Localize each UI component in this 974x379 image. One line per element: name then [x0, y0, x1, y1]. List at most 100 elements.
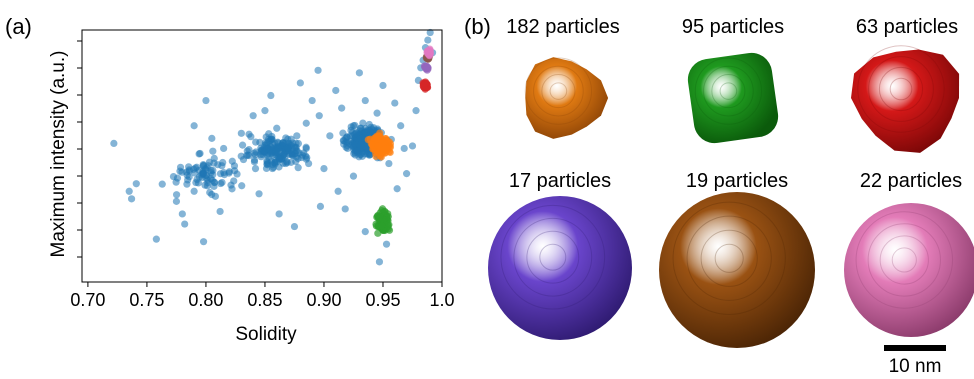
particle-body: [525, 57, 609, 139]
data-point-blue: [247, 133, 255, 141]
particle-body: [687, 52, 779, 144]
particle-facet: [857, 45, 945, 133]
particle-facet: [700, 229, 758, 287]
data-point-blue: [382, 240, 391, 248]
data-point-cluster: [426, 50, 435, 58]
particle-render-green: [687, 52, 779, 144]
data-point-blue: [202, 96, 210, 105]
data-point-blue: [208, 134, 216, 142]
particle-facet: [878, 66, 924, 112]
data-point-blue: [233, 170, 241, 178]
data-point-cluster: [378, 222, 386, 230]
particle-count-green: 95 particles: [681, 16, 785, 38]
x-axis-label: Solidity: [235, 324, 297, 345]
data-point-blue: [209, 147, 217, 155]
data-point-blue: [284, 144, 292, 152]
data-point-blue: [340, 140, 348, 148]
particle-count-red: 63 particles: [855, 16, 959, 38]
particle-facet: [526, 230, 580, 284]
data-point-blue: [326, 132, 334, 140]
x-tick-label: 0.80: [188, 290, 223, 310]
data-point-blue: [334, 187, 342, 195]
data-point-cluster: [420, 83, 428, 91]
data-point-blue: [193, 175, 201, 184]
data-point-blue: [195, 150, 203, 158]
data-point-cluster: [423, 63, 431, 71]
particle-facet: [524, 57, 593, 125]
data-point-blue: [238, 182, 246, 190]
data-point-blue: [320, 165, 328, 173]
data-point-blue: [204, 179, 212, 187]
x-tick-label: 0.95: [365, 290, 400, 310]
data-point-blue: [228, 157, 236, 165]
panel-b-label: (b): [464, 14, 491, 39]
particle-count-orange: 182 particles: [506, 16, 620, 38]
data-point-blue: [314, 66, 322, 74]
data-point-blue: [238, 141, 247, 149]
particle-facet: [500, 204, 606, 310]
particle-facet: [549, 82, 568, 100]
particle-facet: [868, 56, 934, 122]
particle-facet: [539, 243, 567, 271]
data-point-blue: [357, 141, 365, 150]
particle-facet: [867, 223, 941, 297]
data-point-blue: [239, 155, 248, 164]
particle-body: [844, 203, 974, 337]
data-point-blue: [373, 109, 381, 117]
data-point-blue: [391, 99, 399, 107]
data-point-blue: [210, 154, 218, 162]
data-point-blue: [265, 130, 273, 138]
data-point-blue: [172, 178, 180, 186]
data-point-blue: [220, 144, 228, 153]
data-point-blue: [252, 148, 260, 156]
data-point-blue: [251, 165, 260, 173]
data-point-blue: [402, 170, 411, 178]
data-point-blue: [275, 210, 283, 218]
data-point-blue: [302, 119, 310, 127]
particle-facet: [672, 201, 786, 315]
data-point-blue: [228, 185, 236, 193]
data-point-blue: [361, 96, 369, 105]
data-point-blue: [199, 170, 207, 178]
particle-count-pink: 22 particles: [859, 170, 963, 192]
particle-facet: [714, 243, 744, 273]
data-point-blue: [220, 169, 228, 177]
data-point-blue: [237, 129, 245, 137]
data-point-blue: [375, 258, 384, 266]
data-point-cluster: [376, 212, 384, 221]
data-point-blue: [172, 191, 181, 199]
data-point-blue: [275, 155, 284, 163]
data-point-blue: [361, 150, 369, 158]
data-point-blue: [152, 235, 160, 243]
data-point-blue: [132, 180, 140, 188]
data-point-blue: [178, 210, 186, 218]
particle-body: [659, 192, 815, 348]
data-point-blue: [351, 121, 359, 130]
data-point-blue: [426, 28, 434, 37]
data-point-blue: [361, 228, 369, 236]
data-point-blue: [291, 143, 299, 151]
particle-facet: [694, 57, 763, 125]
data-point-cluster: [373, 135, 382, 143]
data-point-blue: [199, 238, 208, 246]
data-point-blue: [296, 79, 304, 87]
data-point-blue: [245, 146, 253, 154]
particle-count-purple: 17 particles: [508, 170, 612, 192]
data-point-blue: [199, 161, 207, 169]
particle-facet: [686, 215, 772, 301]
data-point-blue: [332, 86, 340, 95]
data-point-blue: [273, 124, 281, 132]
data-point-blue: [127, 195, 136, 203]
scale-bar-label: 10 nm: [888, 356, 942, 377]
data-point-blue: [208, 190, 216, 199]
particle-render-purple: [488, 196, 632, 340]
data-point-blue: [341, 205, 349, 213]
particle-facet: [855, 211, 954, 309]
data-point-blue: [190, 187, 198, 195]
plot-frame: [81, 29, 443, 283]
data-point-blue: [263, 145, 271, 153]
data-point-blue: [303, 153, 311, 162]
data-point-blue: [316, 202, 325, 210]
y-axis-label: Maximum intensity (a.u.): [48, 51, 69, 258]
x-tick-label: 0.90: [306, 290, 341, 310]
